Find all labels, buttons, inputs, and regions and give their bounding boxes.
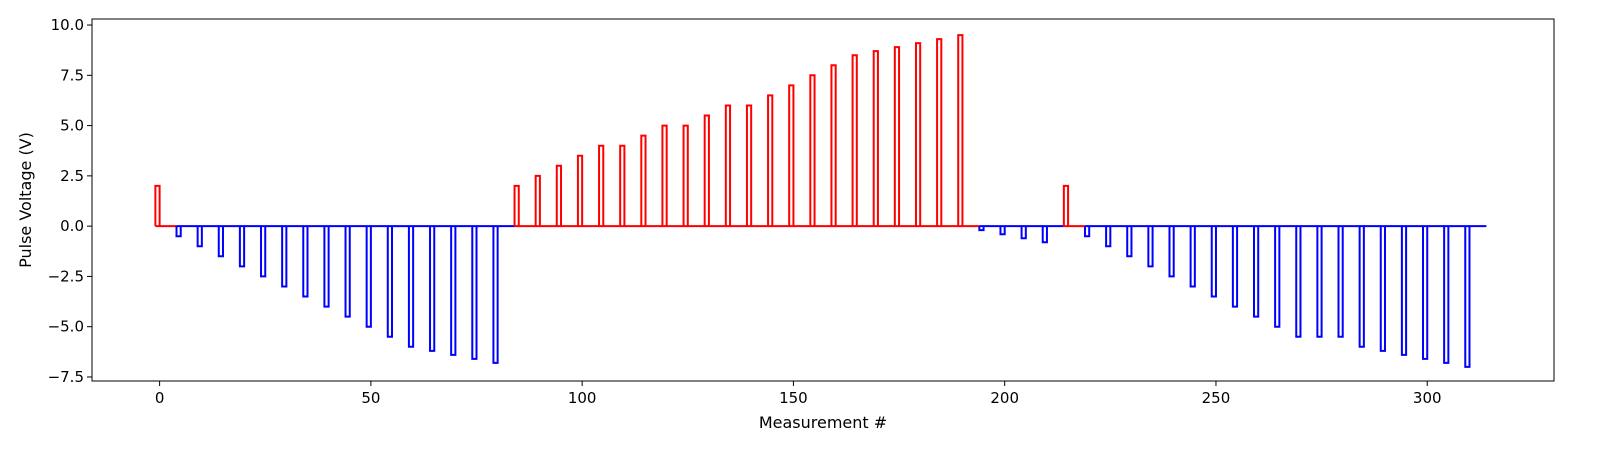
pulse-mark [386,226,394,338]
pulse-mark [407,226,415,348]
pulse-mark [344,226,351,318]
pulse-mark [682,124,689,227]
pulse-mark [260,226,267,278]
pulse-mark [1189,226,1196,288]
x-tick-label: 300 [1413,389,1442,407]
y-tick-label: −2.5 [48,267,84,285]
y-tick-label: 2.5 [60,167,84,185]
pulse-mark [1316,226,1323,338]
x-tick-label: 0 [155,389,165,407]
pulse-mark [196,226,203,248]
pulse-mark [1041,226,1048,244]
pulse-mark [1062,184,1070,227]
pulse-mark [598,144,605,227]
pulse-mark [1126,226,1133,258]
pulse-mark [281,226,288,288]
x-tick-label: 150 [779,389,808,407]
pulse-mark [724,104,732,227]
axes-frame [91,18,1555,382]
x-tick-label: 200 [990,389,1019,407]
pulse-mark [830,64,837,227]
y-tick-label: 7.5 [60,66,84,84]
pulse-mark [957,34,964,227]
pulse-mark [471,226,478,360]
series-segment-2 [513,34,980,228]
pulse-mark [767,94,774,227]
y-tick-label: −5.0 [48,318,84,336]
pulse-mark [788,84,795,227]
pulse-mark [238,226,246,268]
series-layer [154,34,1487,368]
pulse-mark [1147,226,1154,268]
series-segment-4 [1062,184,1085,228]
pulse-mark [1443,226,1450,364]
x-axis-ticks: 0 50 100 150 200 250 300 [155,381,1442,407]
pulse-mark [893,46,901,227]
pulse-mark [1168,226,1175,278]
x-tick-label: 50 [361,389,380,407]
axes-background [92,19,1554,381]
pulse-mark [365,226,372,328]
pulse-mark [534,174,541,227]
pulse-mark [640,134,647,227]
pulse-mark [999,226,1006,236]
pulse-mark [1464,226,1471,368]
axes-border [91,18,1555,382]
pulse-mark [978,226,985,232]
pulse-mark [914,42,922,227]
pulse-mark [851,54,858,227]
pulse-mark [745,104,753,227]
y-tick-label: 5.0 [60,117,84,135]
x-tick-label: 100 [568,389,597,407]
pulse-mark [429,226,436,352]
series-segment-0 [154,184,177,228]
pulse-mark [217,226,224,258]
pulse-mark [576,154,584,227]
y-tick-label: 10.0 [51,16,84,34]
y-axis-ticks: −7.5 −5.0 −2.5 0.0 2.5 5.0 7.5 10.0 [48,16,92,386]
y-tick-label: 0.0 [60,217,84,235]
pulse-mark [1105,226,1112,248]
pulse-mark [1379,226,1386,352]
pulse-mark [1295,226,1302,338]
series-segment-5 [1083,225,1487,368]
pulse-mark [1422,226,1429,360]
pulse-mark [872,50,879,227]
pulse-mark [936,38,943,227]
pulse-mark [555,164,563,227]
pulse-mark [703,114,710,227]
plot-area [92,19,1554,381]
x-axis-label: Measurement # [759,413,887,432]
pulse-mark [323,226,330,308]
pulse-mark [1083,226,1091,238]
y-tick-label: −7.5 [48,368,84,386]
pulse-mark [1252,226,1260,318]
pulse-mark [1274,226,1281,328]
pulse-mark [154,184,161,227]
series-segment-1 [175,225,515,364]
pulse-mark [450,226,457,356]
y-axis-label: Pulse Voltage (V) [16,132,35,268]
pulse-mark [809,74,816,227]
pulse-mark [1337,226,1344,338]
pulse-mark [1358,226,1365,348]
pulse-mark [619,144,626,227]
pulse-mark [661,124,668,227]
pulse-mark [1020,226,1027,240]
pulse-mark [175,226,182,238]
series-segment-3 [978,225,1064,244]
pulse-mark [1400,226,1408,356]
pulse-mark [1210,226,1217,298]
pulse-mark [492,226,499,364]
x-tick-label: 250 [1202,389,1231,407]
pulse-mark [1231,226,1239,308]
pulse-mark [302,226,309,298]
pulse-mark [513,184,520,227]
